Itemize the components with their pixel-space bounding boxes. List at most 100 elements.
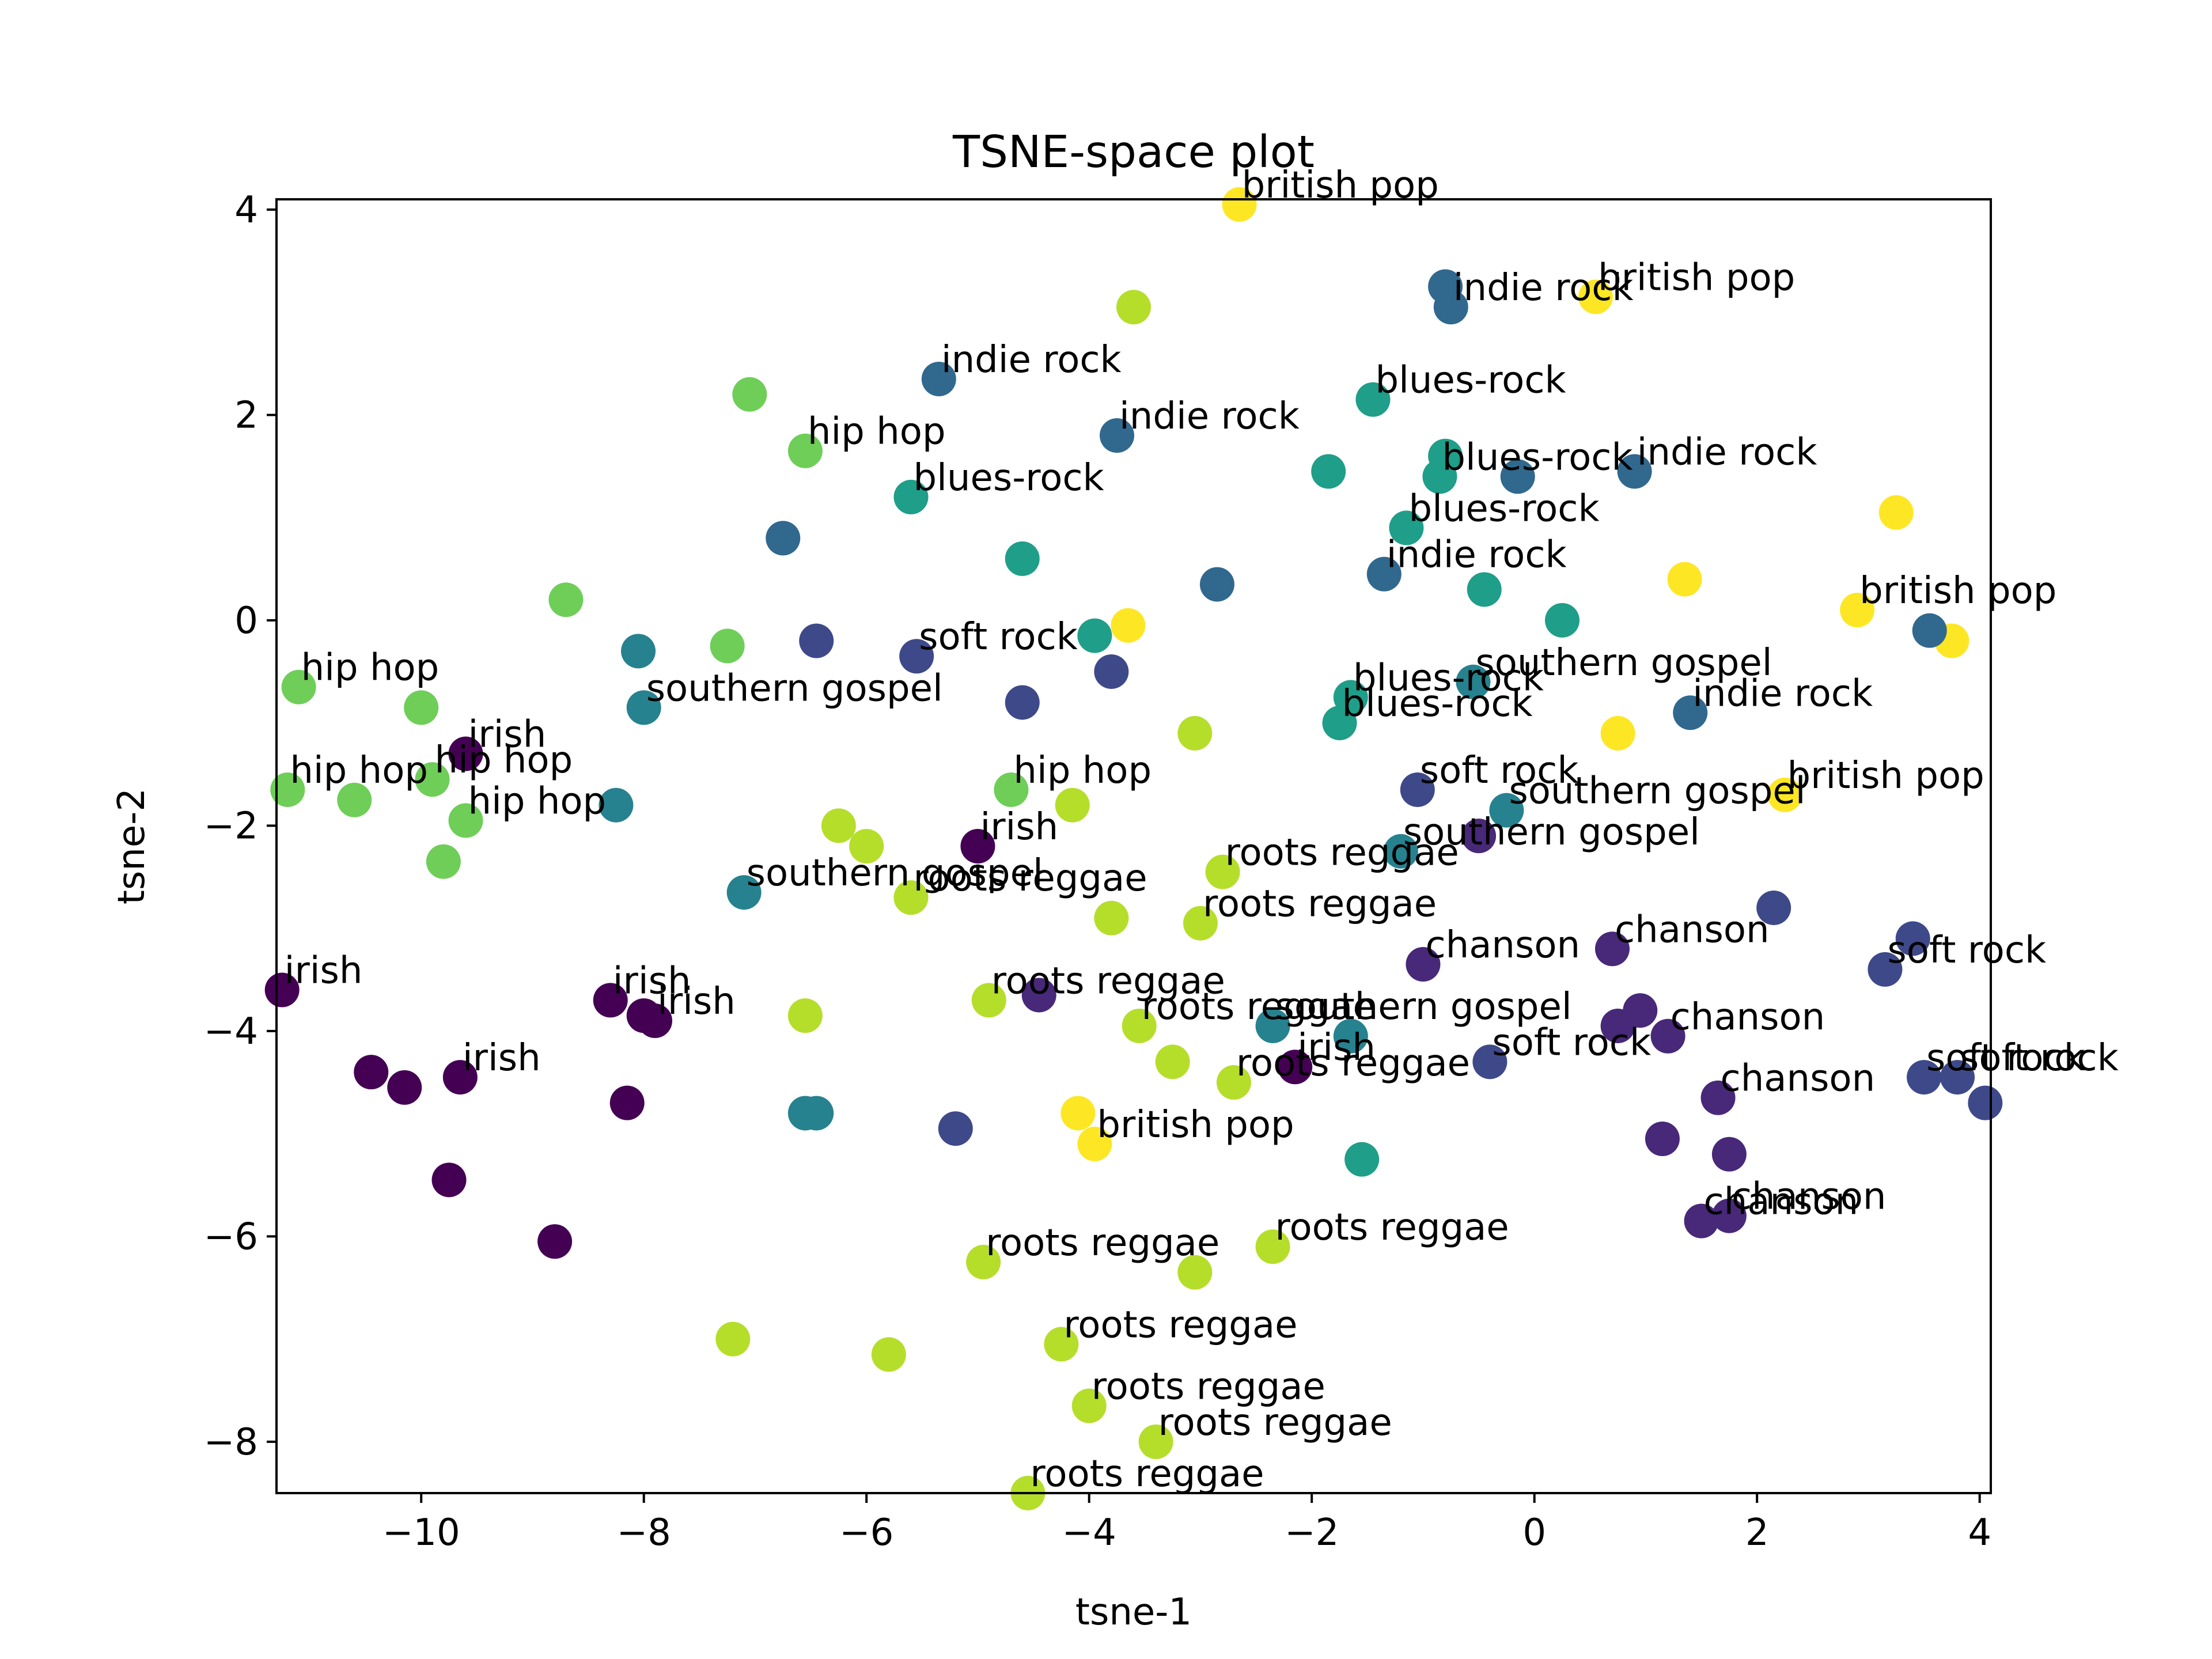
point-label: irish (468, 714, 547, 756)
point-label: chanson (1721, 1058, 1876, 1100)
point-label: roots reggae (1158, 1402, 1392, 1444)
point-label: indie rock (1453, 267, 1634, 309)
point-label: roots reggae (1092, 1365, 1325, 1408)
point-label: hip hop (290, 749, 428, 792)
point-label: roots reggae (1275, 1206, 1509, 1249)
scatter-point (1383, 834, 1418, 869)
point-label: chanson (1671, 996, 1825, 1039)
scatter-point (1711, 1198, 1747, 1233)
scatter-point (1344, 1142, 1380, 1177)
point-label: hip hop (1013, 749, 1152, 792)
point-label: blues-rock (1442, 436, 1633, 479)
scatter-point (899, 639, 934, 674)
scatter-point (609, 1085, 645, 1120)
point-label: irish (657, 980, 736, 1023)
point-label: blues-rock (1408, 487, 1599, 530)
scatter-point (715, 1321, 751, 1357)
scatter-point (732, 377, 767, 412)
scatter-point (1895, 921, 1930, 956)
scatter-point (1255, 1229, 1290, 1264)
scatter-point (1177, 1255, 1213, 1290)
scatter-point (1878, 495, 1914, 530)
scatter-point (994, 772, 1029, 807)
scatter-point (766, 521, 801, 556)
scatter-point (710, 628, 745, 664)
point-label: blues-rock (914, 457, 1104, 499)
x-axis-label: tsne-1 (1075, 1591, 1192, 1634)
x-tick-label: −8 (617, 1512, 671, 1554)
scatter-point (1389, 510, 1424, 546)
point-label: british pop (1598, 256, 1795, 299)
y-tick-label: −2 (204, 805, 258, 847)
scatter-point (1461, 819, 1497, 854)
scatter-point (787, 1096, 823, 1131)
scatter-point (1545, 603, 1580, 638)
scatter-point (431, 1162, 467, 1198)
y-tick-label: 2 (234, 394, 258, 437)
scatter-point (1756, 890, 1791, 925)
point-label: indie rock (1637, 431, 1817, 474)
scatter-point (1060, 1096, 1096, 1131)
scatter-point (1021, 978, 1056, 1013)
point-label: blues-rock (1342, 683, 1533, 725)
x-tick-label: −6 (839, 1512, 893, 1554)
scatter-point (1645, 1122, 1680, 1157)
scatter-point (799, 623, 834, 658)
scatter-point (1155, 1044, 1190, 1080)
x-tick-label: 4 (1968, 1512, 1991, 1554)
scatter-point (1199, 567, 1234, 602)
point-label: roots reggae (1203, 883, 1437, 926)
scatter-point (1094, 900, 1129, 935)
scatter-point (821, 808, 856, 843)
point-label: british pop (1787, 755, 1984, 797)
y-tick-label: 4 (234, 189, 258, 232)
point-label: southern gospel (1403, 811, 1700, 854)
point-label: southern gospel (747, 852, 1043, 895)
scatter-point (1767, 777, 1802, 812)
scatter-point (1400, 772, 1435, 807)
scatter-point (1594, 931, 1630, 967)
scatter-point (404, 690, 439, 725)
point-label: soft rock (1926, 1037, 2085, 1080)
point-label: indie rock (1692, 672, 1873, 715)
point-label: soft rock (1960, 1037, 2119, 1080)
point-label: soft rock (919, 616, 1078, 658)
scatter-point (1094, 654, 1129, 689)
scatter-point (1433, 290, 1468, 325)
scatter-point (966, 1244, 1001, 1279)
point-label: roots reggae (914, 857, 1147, 900)
scatter-point (1055, 787, 1090, 823)
x-tick-label: −4 (1062, 1512, 1116, 1554)
scatter-point (726, 875, 762, 910)
scatter-point (1366, 556, 1402, 592)
scatter-point (1222, 187, 1257, 222)
scatter-point (1467, 572, 1502, 607)
scatter-point (1673, 695, 1708, 730)
point-label: roots reggae (1236, 1042, 1470, 1085)
scatter-point (1255, 1008, 1290, 1043)
point-label: roots reggae (1063, 1304, 1297, 1347)
point-label: blues-rock (1375, 359, 1566, 402)
scatter-point (1489, 793, 1524, 828)
scatter-point (849, 829, 884, 863)
scatter-point (264, 972, 300, 1007)
scatter-point (626, 690, 661, 725)
scatter-point (921, 361, 956, 396)
scatter-point (1617, 454, 1652, 489)
y-tick-label: −6 (204, 1215, 258, 1258)
scatter-point (1116, 290, 1151, 325)
point-label: hip hop (301, 647, 440, 690)
point-label: british pop (1859, 570, 2056, 612)
point-label: chanson (1732, 1176, 1887, 1218)
point-label: southern gospel (1475, 642, 1772, 684)
point-label: southern gospel (646, 667, 943, 710)
scatter-point (1711, 1137, 1747, 1172)
scatter-point (1355, 382, 1391, 417)
scatter-point (1840, 593, 1875, 628)
scatter-point (787, 998, 823, 1033)
point-label: hip hop (468, 780, 607, 823)
scatter-point (1122, 1008, 1157, 1043)
scatter-point (593, 983, 628, 1018)
point-label: irish (463, 1037, 541, 1080)
